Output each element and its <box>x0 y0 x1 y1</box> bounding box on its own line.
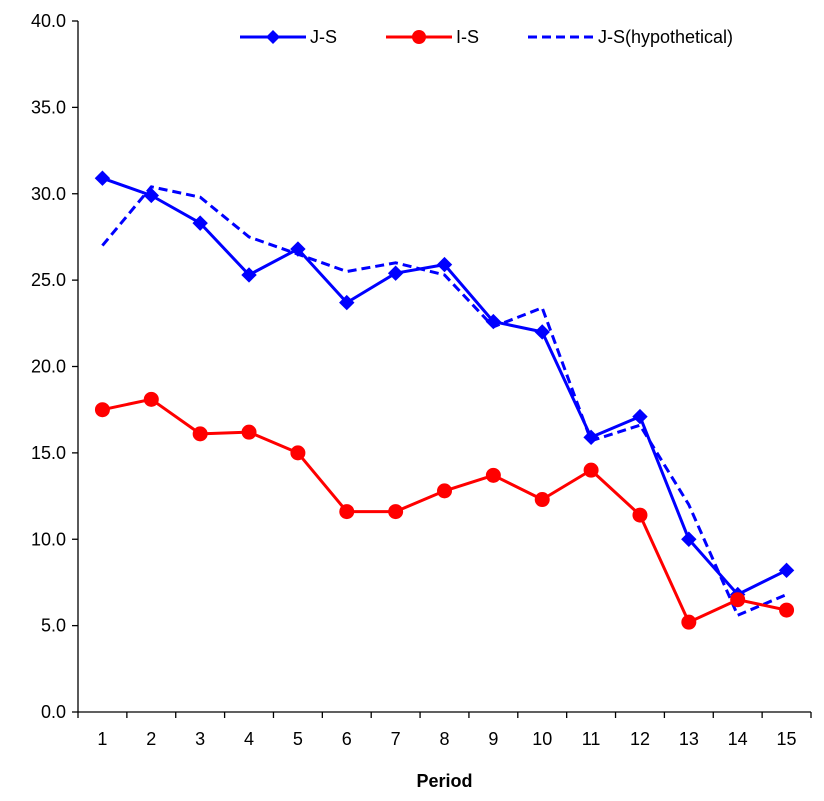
series-j-s-hypothetical <box>101 185 788 617</box>
data-point <box>632 408 648 425</box>
data-point <box>290 241 306 257</box>
data-point <box>436 256 453 273</box>
data-point <box>241 267 257 283</box>
data-point <box>534 324 550 340</box>
data-point <box>778 562 795 579</box>
x-tick-label: 8 <box>439 729 449 749</box>
data-point <box>339 294 355 311</box>
data-point <box>437 483 452 499</box>
x-axis-title: Period <box>416 771 472 791</box>
legend-marker <box>412 30 426 44</box>
y-tick-label: 30.0 <box>31 184 66 204</box>
data-point <box>583 462 599 478</box>
x-tick-label: 6 <box>342 729 352 749</box>
data-point <box>534 492 550 508</box>
x-tick-label: 4 <box>244 729 254 749</box>
data-point <box>681 531 697 547</box>
data-point <box>192 215 208 231</box>
data-point <box>388 504 404 520</box>
data-point <box>730 592 746 608</box>
x-tick-label: 5 <box>293 729 303 749</box>
x-tick-label: 2 <box>146 729 156 749</box>
data-point <box>632 507 648 523</box>
legend-label: J-S(hypothetical) <box>598 27 733 47</box>
x-tick-label: 1 <box>97 729 107 749</box>
data-point <box>143 187 160 204</box>
series-layer <box>94 170 795 630</box>
x-tick-label: 11 <box>582 729 601 749</box>
series-i-s <box>94 391 795 630</box>
y-tick-label: 35.0 <box>31 97 66 117</box>
data-point <box>485 467 501 483</box>
x-tick-label: 15 <box>777 729 797 749</box>
x-tick-label: 12 <box>630 729 650 749</box>
legend-item-j-s-hypothetical: J-S(hypothetical) <box>528 27 733 47</box>
data-point <box>143 391 159 407</box>
data-point <box>681 614 697 630</box>
data-point <box>387 265 404 281</box>
legend: J-S I-S J-S(hypothetical) <box>240 27 733 47</box>
series-j-s <box>94 170 795 603</box>
series-line <box>101 176 788 596</box>
x-tick-label: 9 <box>488 729 498 749</box>
y-tick-label: 25.0 <box>31 270 66 290</box>
data-point <box>192 426 208 442</box>
data-point <box>94 170 111 186</box>
y-tick-label: 5.0 <box>41 616 66 636</box>
legend-marker <box>266 30 280 44</box>
legend-item-i-s: I-S <box>386 27 479 47</box>
y-tick-label: 0.0 <box>41 702 66 722</box>
legend-label: J-S <box>310 27 337 47</box>
series-line <box>101 185 788 617</box>
y-tick-label: 20.0 <box>31 357 66 377</box>
x-tick-label: 10 <box>532 729 552 749</box>
y-tick-label: 15.0 <box>31 443 66 463</box>
y-tick-label: 40.0 <box>31 11 66 31</box>
legend-item-j-s: J-S <box>240 27 337 47</box>
x-tick-label: 14 <box>728 729 748 749</box>
data-point <box>583 429 599 446</box>
y-tick-label: 10.0 <box>31 529 66 549</box>
data-point <box>241 424 257 440</box>
data-point <box>779 602 795 618</box>
x-tick-label: 3 <box>195 729 205 749</box>
x-tick-label: 13 <box>679 729 699 749</box>
data-point <box>485 313 502 330</box>
data-point <box>290 445 306 461</box>
axes: 0.05.010.015.020.025.030.035.040.01 2 3 4 5 6… <box>31 11 812 749</box>
data-point <box>94 402 110 418</box>
x-tick-label: 7 <box>391 729 401 749</box>
legend-label: I-S <box>456 27 479 47</box>
data-point <box>339 504 355 520</box>
